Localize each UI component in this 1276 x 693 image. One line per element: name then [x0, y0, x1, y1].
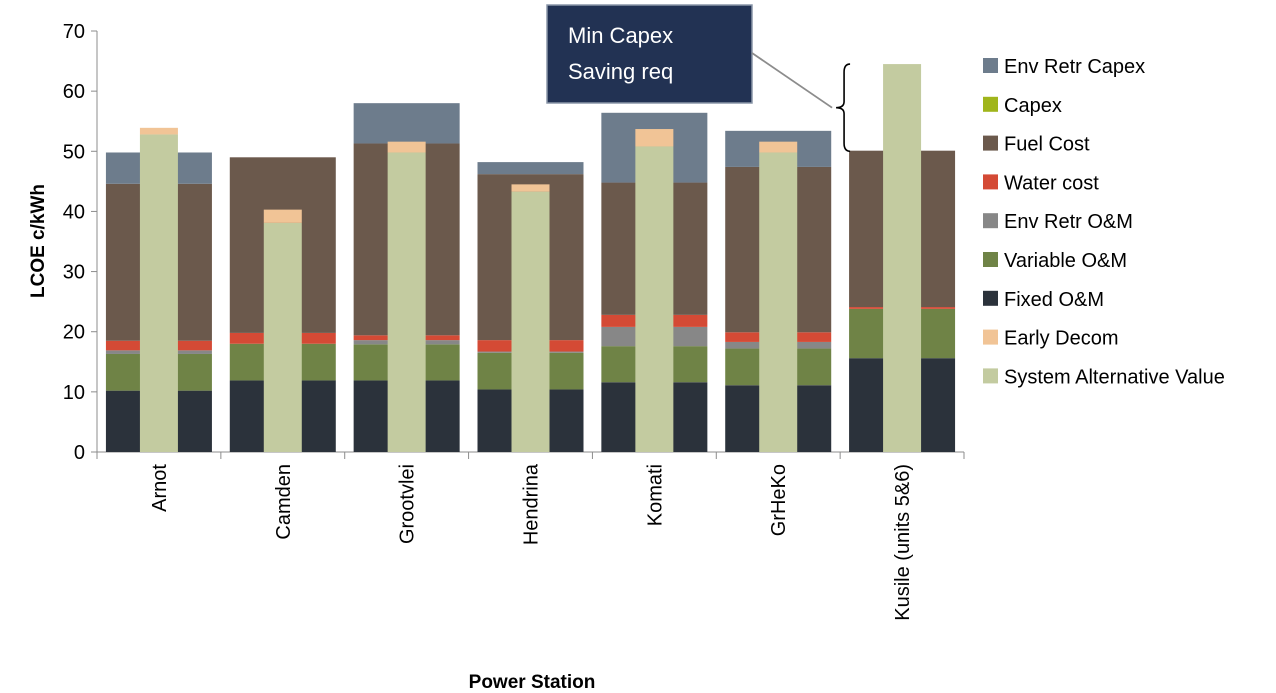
x-tick-label-grheko: GrHeKo — [768, 464, 790, 536]
y-tick-label: 70 — [63, 21, 85, 43]
y-tick-label: 10 — [63, 382, 85, 404]
legend-swatch-system-alternative-value — [983, 368, 998, 384]
x-tick-label-camden: Camden — [273, 464, 295, 540]
legend-label-early-decom: Early Decom — [1004, 328, 1118, 350]
callout-annotation: Min Capex Saving req — [546, 4, 851, 153]
overlay-grheko-system-alternative-value — [759, 152, 798, 452]
overlay-komati-system-alternative-value — [635, 146, 674, 452]
legend-label-fuel-cost: Fuel Cost — [1004, 134, 1090, 156]
x-tick-label-grootvlei: Grootvlei — [397, 464, 419, 544]
x-tick-label-kusile-units-5-6: Kusile (units 5&6) — [892, 464, 914, 621]
legend-label-variable-o-m: Variable O&M — [1004, 250, 1127, 272]
legend-swatch-fuel-cost — [983, 135, 998, 151]
x-tick-label-arnot: Arnot — [149, 464, 171, 512]
y-tick-label: 60 — [63, 81, 85, 103]
y-tick-label: 50 — [63, 141, 85, 163]
overlay-komati-early-decom — [635, 129, 674, 147]
bar-grootvlei-env-retr-capex — [353, 103, 460, 144]
legend-swatch-capex — [983, 96, 998, 112]
overlay-bars — [139, 64, 922, 452]
legend-label-water-cost: Water cost — [1004, 172, 1099, 194]
legend: Env Retr Capex Capex Fuel Cost Water cost En… — [983, 56, 1225, 388]
legend-swatch-env-retr-o-m — [983, 213, 998, 229]
overlay-camden-early-decom — [263, 209, 302, 223]
legend-label-fixed-o-m: Fixed O&M — [1004, 289, 1104, 311]
callout-bracket — [836, 63, 851, 153]
y-tick-label: 0 — [74, 442, 85, 464]
callout-line-1: Min Capex — [568, 23, 673, 48]
legend-swatch-variable-o-m — [983, 252, 998, 267]
overlay-arnot-early-decom — [139, 127, 178, 135]
overlay-hendrina-system-alternative-value — [511, 191, 550, 452]
overlay-kusile-units-5-6-system-alternative-value — [883, 64, 922, 452]
legend-label-env-retr-capex: Env Retr Capex — [1004, 56, 1145, 78]
y-tick-label: 40 — [63, 201, 85, 223]
y-axis: 0 10 20 30 40 50 60 70 — [63, 21, 98, 464]
callout-line-2: Saving req — [568, 59, 673, 84]
callout-leader-line — [751, 52, 833, 109]
overlay-grootvlei-early-decom — [387, 141, 426, 153]
overlay-grheko-early-decom — [759, 141, 798, 153]
legend-label-system-alternative-value: System Alternative Value — [1004, 366, 1225, 388]
overlay-grootvlei-system-alternative-value — [387, 152, 426, 452]
overlay-arnot-system-alternative-value — [139, 134, 178, 452]
bar-hendrina-env-retr-capex — [477, 162, 584, 175]
callout-box — [546, 4, 753, 104]
y-axis-title: LCOE c/kWh — [28, 184, 49, 298]
x-axis-title: Power Station — [469, 672, 596, 693]
legend-label-capex: Capex — [1004, 95, 1062, 117]
overlay-hendrina-early-decom — [511, 184, 550, 192]
y-tick-label: 20 — [63, 322, 85, 344]
legend-label-env-retr-o-m: Env Retr O&M — [1004, 211, 1133, 233]
overlay-camden-system-alternative-value — [263, 222, 302, 452]
x-tick-label-hendrina: Hendrina — [521, 463, 543, 545]
legend-swatch-env-retr-capex — [983, 58, 998, 73]
legend-swatch-fixed-o-m — [983, 290, 998, 306]
legend-swatch-water-cost — [983, 174, 998, 190]
y-tick-label: 30 — [63, 262, 85, 284]
x-axis: Arnot Camden Grootvlei Hendrina Komati GrHeKo… — [96, 451, 965, 621]
x-tick-label-komati: Komati — [644, 464, 666, 526]
legend-swatch-early-decom — [983, 329, 998, 345]
